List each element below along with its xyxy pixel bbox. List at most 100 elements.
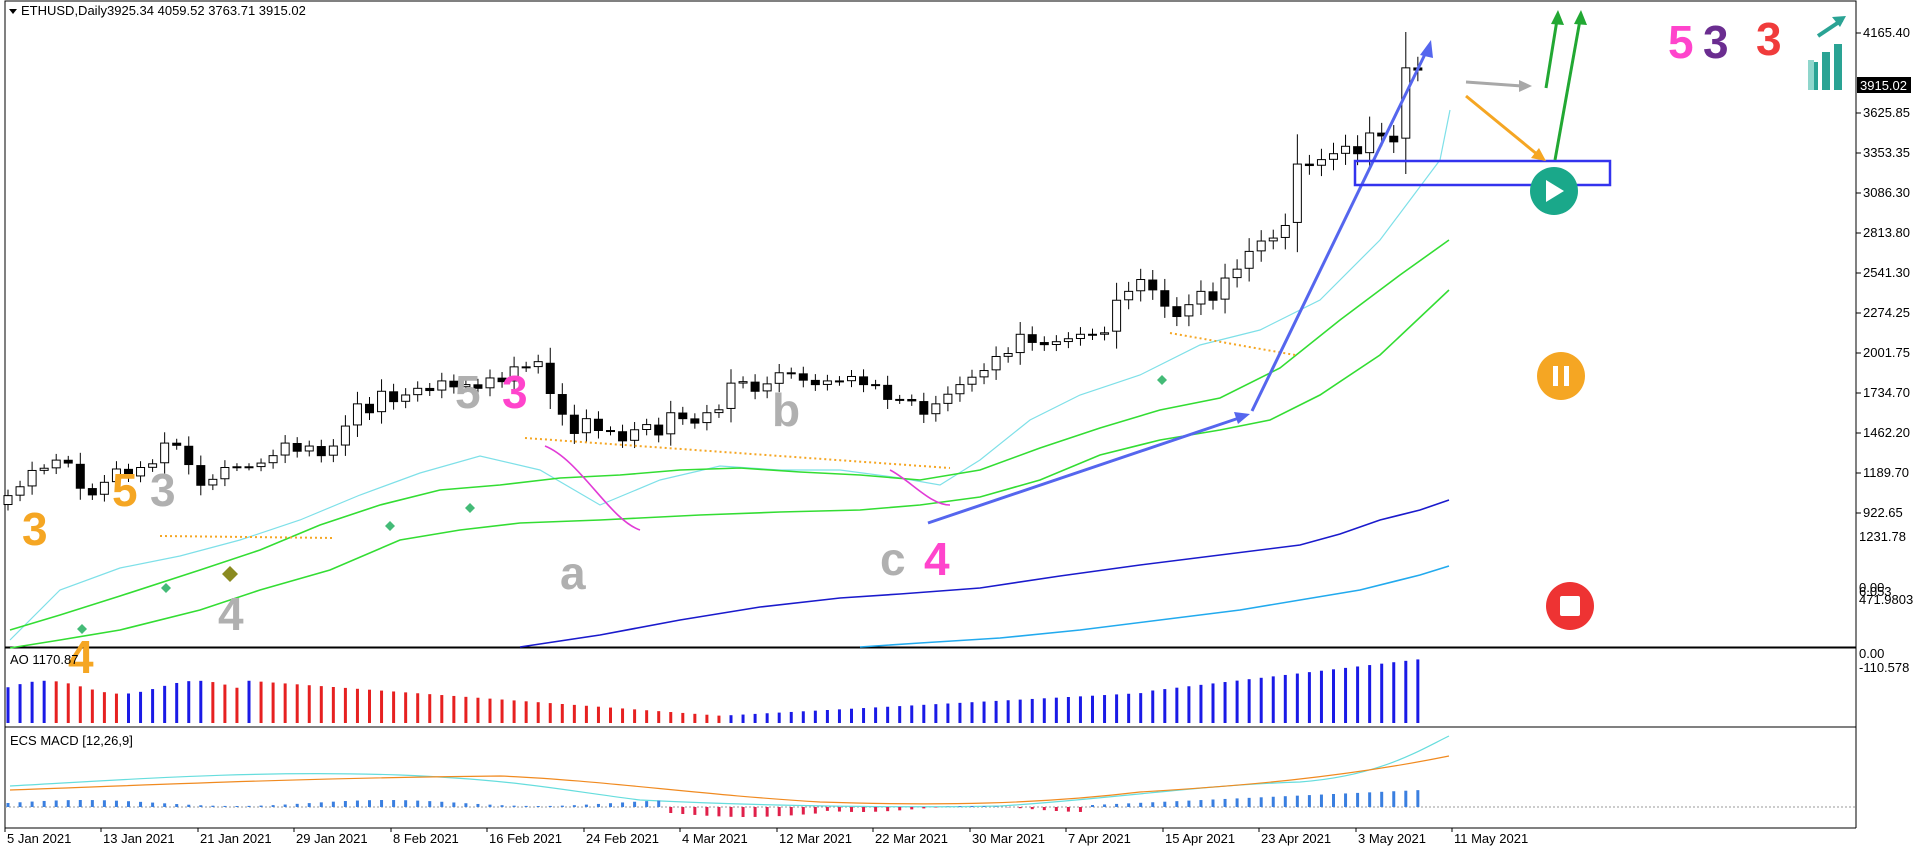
date-tick-label: 12 Mar 2021: [779, 831, 852, 846]
candle-body: [1088, 333, 1097, 336]
ao-tick-label: 1231.78: [1859, 529, 1906, 544]
candle-body: [51, 459, 61, 469]
candle-body: [859, 376, 869, 386]
wave-label: 3: [22, 503, 48, 555]
candle-body: [714, 409, 724, 414]
candlesticks: [3, 32, 1423, 511]
resistance-dotted-line: [524, 437, 951, 469]
trend-arrow-line: [1250, 47, 1430, 412]
grey-projection-arrow: [1465, 80, 1523, 88]
candle-body: [413, 387, 423, 396]
candle-body: [666, 412, 676, 435]
candle-body: [581, 418, 591, 434]
signal-diamond: [465, 503, 475, 513]
wave-label: 5: [455, 366, 481, 418]
date-tick-label: 22 Mar 2021: [875, 831, 948, 846]
trend-arrow-line: [927, 414, 1246, 525]
candle-body: [497, 377, 507, 383]
signal-diamond: [1157, 375, 1167, 385]
macd-tick-label: -110.578: [1859, 660, 1909, 675]
price-tick-label: 3086.30: [1863, 185, 1910, 200]
green-projection-head: [1574, 10, 1587, 25]
candle-body: [280, 442, 290, 456]
candle-body: [1256, 240, 1266, 252]
candle-body: [557, 394, 567, 415]
wave-label: 3: [502, 366, 528, 418]
ao-label: AO 1170.87: [10, 652, 78, 667]
candle-body: [352, 403, 362, 426]
candle-body: [1353, 146, 1363, 155]
date-tick-label: 11 May 2021: [1454, 831, 1528, 846]
candle-body: [461, 384, 471, 388]
candle-body: [1172, 306, 1182, 318]
wave-label: 4: [218, 588, 244, 640]
ema-green-line: [9, 239, 1450, 631]
candle-body: [630, 429, 640, 441]
candle-body: [1196, 290, 1206, 305]
collapse-triangle-icon[interactable]: [9, 9, 17, 14]
date-tick-label: 30 Mar 2021: [972, 831, 1045, 846]
candle-body: [895, 398, 905, 401]
pause-button[interactable]: [1537, 352, 1585, 400]
candle-body: [220, 467, 230, 480]
wave-label: c: [880, 533, 906, 585]
candle-body: [509, 366, 519, 382]
candle-body: [822, 380, 832, 385]
candle-body: [63, 459, 73, 464]
candle-body: [1003, 353, 1013, 357]
price-tick-label: 1189.70: [1863, 465, 1909, 480]
candle-body: [1389, 135, 1399, 143]
wave-label: 3: [1756, 13, 1782, 65]
candle-body: [268, 455, 278, 464]
magenta-average-line: [544, 445, 951, 531]
play-button[interactable]: [1530, 167, 1578, 215]
candle-body: [521, 366, 531, 369]
candle-body: [702, 412, 712, 424]
candle-body: [365, 403, 374, 414]
pause-icon-bar[interactable]: [1564, 366, 1569, 386]
candle-body: [485, 377, 495, 389]
ema-blue-line: [519, 499, 1450, 648]
candle-body: [328, 445, 338, 456]
candle-body: [1063, 338, 1073, 343]
signal-diamond: [222, 566, 238, 582]
ema-green-slow-line: [9, 289, 1450, 649]
pause-icon[interactable]: [1553, 366, 1558, 386]
wave-label: 3: [150, 464, 176, 516]
candle-body: [39, 467, 49, 471]
date-tick-label: 16 Feb 2021: [489, 831, 562, 846]
date-tick-label: 5 Jan 2021: [7, 831, 71, 846]
date-tick-label: 7 Apr 2021: [1068, 831, 1131, 846]
trend-arrow-head: [1420, 40, 1433, 58]
candle-body: [184, 445, 194, 466]
wave-label: 4: [924, 533, 950, 585]
macd-panel: [5, 735, 1856, 817]
price-tick-label: 4165.40: [1863, 25, 1910, 40]
macd-tick-label: 471.9803: [1859, 592, 1913, 607]
candle-body: [1292, 163, 1302, 223]
candle-body: [340, 425, 350, 446]
candle-body: [256, 462, 266, 468]
candle-body: [1268, 237, 1278, 242]
stop-button[interactable]: [1546, 582, 1594, 630]
candle-body: [148, 463, 158, 468]
wave-label: 4: [68, 631, 94, 683]
stop-icon[interactable]: [1560, 596, 1580, 616]
candle-body: [545, 362, 555, 394]
candle-body: [943, 393, 953, 404]
pause-circle[interactable]: [1537, 352, 1585, 400]
candle-body: [304, 445, 314, 452]
candle-body: [136, 467, 146, 477]
candle-body: [1341, 145, 1351, 154]
candle-body: [1232, 268, 1242, 279]
date-tick-label: 29 Jan 2021: [296, 831, 368, 846]
candle-body: [919, 401, 929, 415]
wave-label: 3: [1703, 16, 1729, 68]
price-tick-label: 1734.70: [1863, 385, 1910, 400]
ema-lightblue-line: [859, 565, 1450, 648]
ao-histogram: [6, 659, 1420, 723]
play-icon[interactable]: [1546, 180, 1564, 202]
wave-label: 5: [1668, 16, 1694, 68]
price-tick-label: 1462.20: [1863, 425, 1910, 440]
logo-bar-light: [1808, 60, 1814, 90]
